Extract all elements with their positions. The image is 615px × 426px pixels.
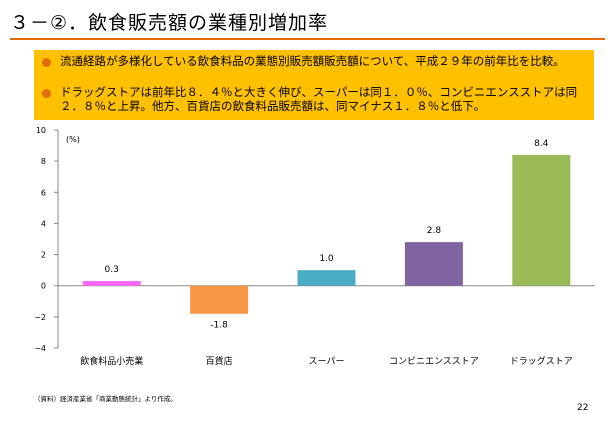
y-tick-label: −4 <box>34 344 46 353</box>
bullet-dot-icon <box>42 58 51 67</box>
bar <box>404 242 463 286</box>
data-label: 8.4 <box>534 139 549 149</box>
y-tick-label: 4 <box>41 219 46 228</box>
summary-bullet-1: 流通経路が多様化している飲食料品の業態別販売額販売額について、平成２９年の前年比… <box>42 54 600 69</box>
page-number: 22 <box>577 403 589 413</box>
page-title: ３－②．飲食販売額の業種別増加率 <box>10 12 329 34</box>
x-tick-label: スーパー <box>309 356 345 367</box>
x-tick-label: ドラッグストア <box>510 355 573 367</box>
x-tick-label: 飲食料品小売業 <box>80 355 143 367</box>
title-underline <box>10 38 605 40</box>
summary-bullet-2: ドラッグストアは前年比８．４％と大きく伸び、スーパーは同１．０％、コンビニエンス… <box>42 85 600 113</box>
bullet-dot-icon <box>42 89 51 98</box>
summary-bullet-1-text: 流通経路が多様化している飲食料品の業態別販売額販売額について、平成２９年の前年比… <box>60 54 565 68</box>
y-tick-label: −2 <box>34 313 46 322</box>
source-note: （資料）経済産業省「商業動態統計」より作成。 <box>34 395 177 403</box>
bar <box>190 285 249 314</box>
summary-box: 流通経路が多様化している飲食料品の業態別販売額販売額について、平成２９年の前年比… <box>34 50 594 120</box>
y-tick-label: 8 <box>41 157 46 166</box>
bar <box>297 270 356 286</box>
data-label: -1.8 <box>210 321 228 331</box>
y-tick-label: 0 <box>41 282 46 291</box>
bar <box>512 154 571 286</box>
bar <box>82 281 141 286</box>
y-tick-label: 10 <box>36 126 46 135</box>
x-tick-label: 百貨店 <box>206 355 233 367</box>
summary-bullet-2-text: ドラッグストアは前年比８．４％と大きく伸び、スーパーは同１．０％、コンビニエンス… <box>60 85 578 113</box>
data-label: 2.8 <box>427 226 442 236</box>
y-tick-label: 2 <box>41 251 46 260</box>
y-tick-label: 6 <box>41 188 46 197</box>
x-tick-label: コンビニエンスストア <box>389 356 479 367</box>
bar-chart: −4 −2 0 2 4 6 8 10 (%) 0.3 飲食料品小売業 -1.8 百貨店 1.0 スーパー 2.… <box>34 126 595 367</box>
data-label: 0.3 <box>105 265 119 275</box>
data-label: 1.0 <box>319 254 334 264</box>
y-unit-label: (%) <box>66 135 80 144</box>
